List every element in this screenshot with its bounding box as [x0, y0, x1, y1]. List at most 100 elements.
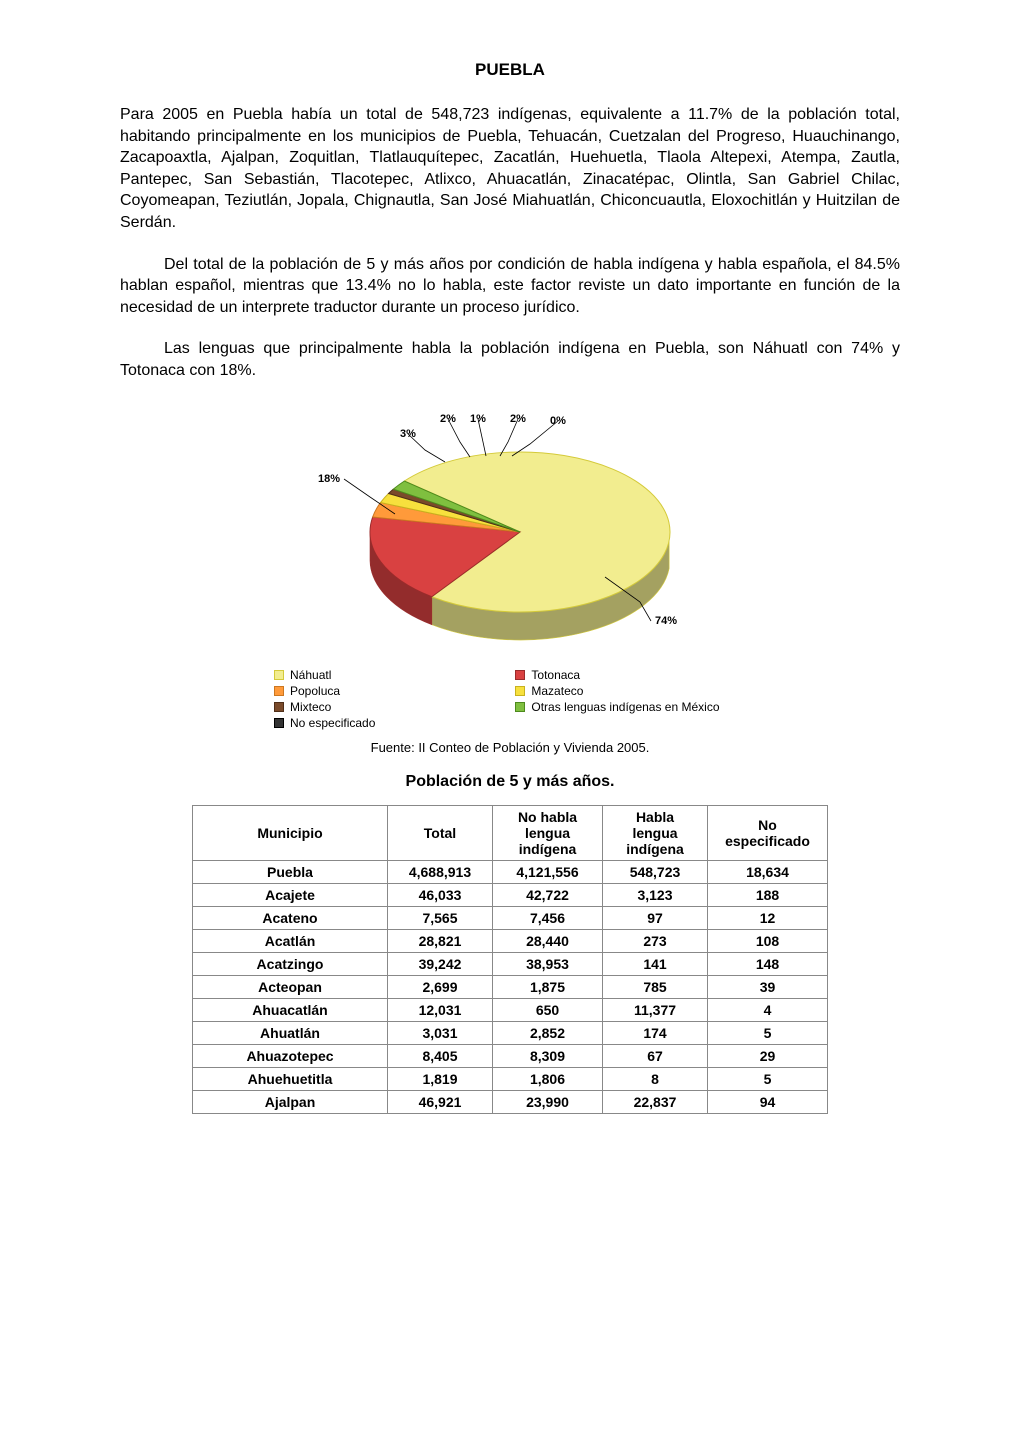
table-cell: 8,405	[388, 1044, 493, 1067]
legend-swatch	[274, 670, 284, 680]
table-cell: 28,821	[388, 929, 493, 952]
table-row: Acatlán28,82128,440273108	[193, 929, 828, 952]
table-cell: 5	[708, 1067, 828, 1090]
svg-text:74%: 74%	[655, 615, 677, 627]
page-title: PUEBLA	[120, 60, 900, 80]
legend-item: Totonaca	[515, 668, 719, 682]
table-cell: Ahuatlán	[193, 1021, 388, 1044]
legend-swatch	[515, 686, 525, 696]
legend-label: Totonaca	[531, 668, 580, 682]
pie-chart: 74%18%3%2%1%2%0% NáhuatlPopolucaMixtecoN…	[230, 402, 790, 730]
table-cell: 148	[708, 952, 828, 975]
legend-label: No especificado	[290, 716, 375, 730]
table-cell: 3,123	[603, 883, 708, 906]
table-cell: 42,722	[493, 883, 603, 906]
table-cell: Ahuehuetitla	[193, 1067, 388, 1090]
table-cell: 4	[708, 998, 828, 1021]
legend-swatch	[515, 670, 525, 680]
table-cell: 29	[708, 1044, 828, 1067]
table-cell: 785	[603, 975, 708, 998]
svg-text:0%: 0%	[550, 415, 566, 427]
legend-item: Náhuatl	[274, 668, 375, 682]
table-cell: 7,565	[388, 906, 493, 929]
legend-swatch	[274, 686, 284, 696]
table-cell: 67	[603, 1044, 708, 1067]
col-total: Total	[388, 805, 493, 860]
table-cell: 12,031	[388, 998, 493, 1021]
table-row: Acateno7,5657,4569712	[193, 906, 828, 929]
table-cell: 5	[708, 1021, 828, 1044]
table-cell: 4,121,556	[493, 860, 603, 883]
table-cell: 1,806	[493, 1067, 603, 1090]
table-cell: 1,875	[493, 975, 603, 998]
table-cell: 94	[708, 1090, 828, 1113]
table-cell: 273	[603, 929, 708, 952]
table-row: Puebla4,688,9134,121,556548,72318,634	[193, 860, 828, 883]
table-row: Ahuehuetitla1,8191,80685	[193, 1067, 828, 1090]
table-row: Acteopan2,6991,87578539	[193, 975, 828, 998]
table-cell: Acajete	[193, 883, 388, 906]
table-cell: 38,953	[493, 952, 603, 975]
table-cell: Acteopan	[193, 975, 388, 998]
table-cell: Ahuacatlán	[193, 998, 388, 1021]
population-table: Municipio Total No habla lengua indígena…	[192, 805, 828, 1114]
svg-text:18%: 18%	[318, 473, 340, 485]
table-cell: 39,242	[388, 952, 493, 975]
table-cell: 650	[493, 998, 603, 1021]
legend-item: Mixteco	[274, 700, 375, 714]
legend-label: Mixteco	[290, 700, 331, 714]
table-cell: 18,634	[708, 860, 828, 883]
chart-caption: Fuente: II Conteo de Población y Viviend…	[120, 740, 900, 755]
table-cell: 23,990	[493, 1090, 603, 1113]
table-cell: 108	[708, 929, 828, 952]
table-cell: Ahuazotepec	[193, 1044, 388, 1067]
table-cell: Acateno	[193, 906, 388, 929]
table-cell: 46,921	[388, 1090, 493, 1113]
legend-label: Náhuatl	[290, 668, 331, 682]
table-cell: 39	[708, 975, 828, 998]
legend-swatch	[274, 702, 284, 712]
legend-item: No especificado	[274, 716, 375, 730]
table-cell: 46,033	[388, 883, 493, 906]
table-cell: Ajalpan	[193, 1090, 388, 1113]
legend-swatch	[515, 702, 525, 712]
table-row: Ahuazotepec8,4058,3096729	[193, 1044, 828, 1067]
table-row: Ahuatlán3,0312,8521745	[193, 1021, 828, 1044]
svg-text:2%: 2%	[440, 413, 456, 425]
table-cell: 8	[603, 1067, 708, 1090]
chart-legend: Náhuatl Popoluca Mixteco No especificado To…	[274, 668, 790, 730]
table-row: Acatzingo39,24238,953141148	[193, 952, 828, 975]
table-cell: 548,723	[603, 860, 708, 883]
svg-text:1%: 1%	[470, 413, 486, 425]
table-header-row: Municipio Total No habla lengua indígena…	[193, 805, 828, 860]
table-cell: 2,852	[493, 1021, 603, 1044]
table-cell: 7,456	[493, 906, 603, 929]
table-cell: 28,440	[493, 929, 603, 952]
table-cell: Puebla	[193, 860, 388, 883]
table-cell: 1,819	[388, 1067, 493, 1090]
table-cell: 8,309	[493, 1044, 603, 1067]
col-no-habla: No habla lengua indígena	[493, 805, 603, 860]
table-cell: Acatlán	[193, 929, 388, 952]
col-habla: Habla lengua indígena	[603, 805, 708, 860]
legend-item: Popoluca	[274, 684, 375, 698]
legend-swatch	[274, 718, 284, 728]
table-cell: 188	[708, 883, 828, 906]
col-municipio: Municipio	[193, 805, 388, 860]
paragraph-1: Para 2005 en Puebla había un total de 54…	[120, 104, 900, 234]
table-row: Ahuacatlán12,03165011,3774	[193, 998, 828, 1021]
legend-label: Otras lenguas indígenas en México	[531, 700, 719, 714]
paragraph-2: Del total de la población de 5 y más año…	[120, 254, 900, 319]
legend-label: Popoluca	[290, 684, 340, 698]
legend-item: Otras lenguas indígenas en México	[515, 700, 719, 714]
legend-item: Mazateco	[515, 684, 719, 698]
table-cell: 174	[603, 1021, 708, 1044]
table-cell: Acatzingo	[193, 952, 388, 975]
svg-text:3%: 3%	[400, 428, 416, 440]
table-row: Acajete46,03342,7223,123188	[193, 883, 828, 906]
table-cell: 97	[603, 906, 708, 929]
table-row: Ajalpan46,92123,99022,83794	[193, 1090, 828, 1113]
table-cell: 4,688,913	[388, 860, 493, 883]
table-cell: 141	[603, 952, 708, 975]
table-cell: 22,837	[603, 1090, 708, 1113]
